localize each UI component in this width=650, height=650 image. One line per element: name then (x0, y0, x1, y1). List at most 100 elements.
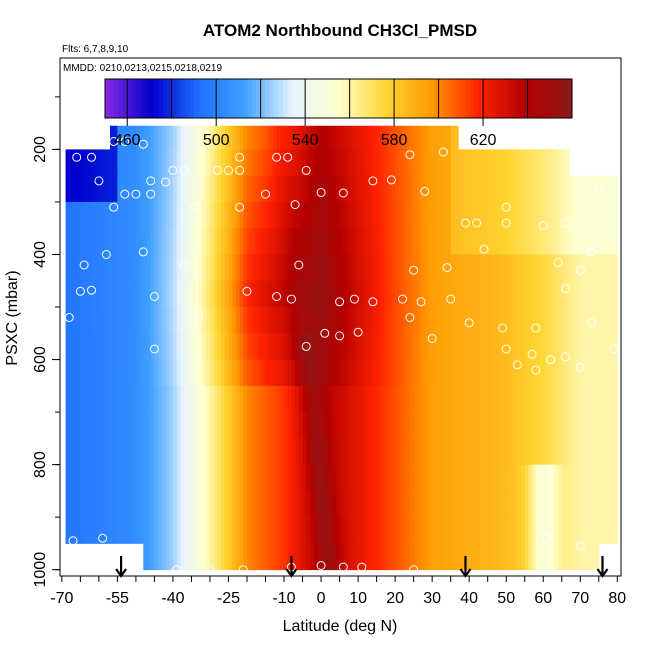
heatmap-cell (106, 412, 111, 439)
heatmap-cell (206, 517, 211, 544)
heatmap-cell (472, 359, 478, 387)
heatmap-cell (424, 254, 430, 282)
heatmap-cell (558, 201, 563, 229)
heatmap-cell (495, 490, 500, 518)
heatmap-cell (372, 125, 378, 153)
heatmap-cell (546, 149, 552, 177)
heatmap-cell (102, 149, 107, 177)
heatmap-cell (254, 464, 259, 492)
heatmap-cell (72, 490, 78, 518)
heatmap-cell (409, 254, 415, 282)
heatmap-cell (317, 149, 322, 177)
heatmap-cell (328, 175, 333, 203)
heatmap-cell (528, 464, 533, 492)
heatmap-cell (158, 201, 163, 229)
heatmap-cell (539, 359, 544, 387)
heatmap-cell (358, 254, 363, 282)
heatmap-cell (80, 359, 85, 387)
heatmap-cell (346, 385, 352, 413)
heatmap-cell (317, 254, 322, 282)
heatmap-cell (161, 359, 167, 387)
observation-point (446, 294, 456, 304)
heatmap-cell (372, 228, 378, 255)
heatmap-cell (546, 464, 552, 492)
heatmap-cell (421, 385, 426, 413)
heatmap-cell (524, 201, 530, 229)
heatmap-cell (187, 175, 193, 203)
heatmap-cell (565, 438, 570, 466)
observation-point (586, 318, 596, 328)
heatmap-cell (539, 490, 544, 518)
observation-point (98, 533, 108, 543)
observation-point (235, 152, 245, 162)
heatmap-cell (121, 385, 126, 413)
colorbar-cell (425, 79, 431, 118)
heatmap-cell (569, 254, 574, 282)
colorbar-cell (122, 79, 128, 118)
colorbar-cell (216, 79, 222, 118)
heatmap-cell (302, 543, 307, 571)
observation-point (609, 344, 619, 354)
heatmap-cell (224, 307, 230, 334)
heatmap-cell (439, 464, 444, 492)
heatmap-cell (343, 149, 348, 177)
heatmap-cell (235, 125, 241, 153)
heatmap-cell (269, 280, 274, 308)
observation-point (235, 202, 245, 212)
heatmap-cell (554, 333, 559, 360)
heatmap-cell (543, 438, 548, 466)
heatmap-cell (202, 307, 207, 334)
heatmap-cell (435, 125, 441, 153)
heatmap-cell (583, 517, 589, 544)
heatmap-cell (172, 359, 178, 387)
heatmap-cell (409, 412, 415, 439)
heatmap-cell (117, 490, 122, 518)
heatmap-cell (532, 175, 537, 203)
heatmap-cell (332, 543, 337, 571)
heatmap-cell (346, 125, 352, 153)
heatmap-cell (72, 149, 78, 177)
heatmap-cell (480, 543, 485, 571)
heatmap-cell (150, 149, 156, 177)
heatmap-cell (150, 333, 156, 360)
heatmap-cell (391, 543, 396, 571)
heatmap-cell (354, 149, 359, 177)
heatmap-cell (124, 412, 130, 439)
heatmap-cell (265, 307, 270, 334)
heatmap-cell (195, 490, 200, 518)
colorbar-cell (367, 79, 373, 118)
heatmap-cell (406, 490, 411, 518)
heatmap-cell (561, 464, 567, 492)
heatmap-cell (102, 175, 107, 203)
heatmap-cell (461, 307, 467, 334)
heatmap-cell (480, 438, 485, 466)
heatmap-cell (184, 412, 189, 439)
heatmap-cell (339, 464, 344, 492)
heatmap-cell (506, 201, 511, 229)
heatmap-cell (354, 228, 359, 255)
heatmap-cell (176, 333, 181, 360)
heatmap-cell (472, 228, 478, 255)
heatmap-cell (221, 333, 226, 360)
colorbar-cell (198, 79, 204, 118)
heatmap-cell (465, 280, 470, 308)
heatmap-cell (350, 464, 355, 492)
heatmap-cell (295, 175, 300, 203)
heatmap-cell (476, 464, 481, 492)
heatmap-cell (198, 490, 204, 518)
heatmap-cell (443, 517, 448, 544)
heatmap-cell (550, 254, 555, 282)
heatmap-cell (324, 412, 330, 439)
heatmap-cell (287, 228, 293, 255)
heatmap-cell (265, 359, 270, 387)
heatmap-cell (306, 201, 311, 229)
heatmap-cell (595, 490, 600, 518)
observation-point (553, 257, 563, 267)
heatmap-cell (543, 412, 548, 439)
heatmap-row (65, 359, 618, 387)
heatmap-cell (128, 228, 133, 255)
heatmap-cell (395, 254, 400, 282)
heatmap-cell (369, 149, 374, 177)
heatmap-cell (376, 280, 381, 308)
heatmap-cell (117, 333, 122, 360)
